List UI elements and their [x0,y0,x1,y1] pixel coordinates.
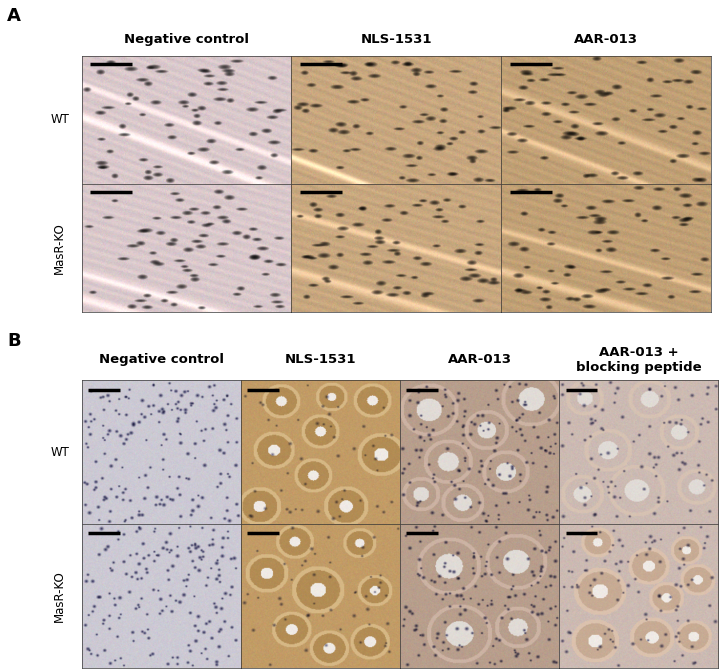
Text: MasR-KO: MasR-KO [53,222,66,274]
Text: A: A [7,7,21,25]
Text: MasR-KO: MasR-KO [53,570,66,622]
Text: WT: WT [51,113,69,126]
Text: Negative control: Negative control [124,33,249,46]
Text: NLS-1531: NLS-1531 [284,353,356,366]
Text: B: B [7,332,21,350]
Text: AAR-013: AAR-013 [448,353,512,366]
Text: AAR-013: AAR-013 [574,33,638,46]
Text: NLS-1531: NLS-1531 [360,33,432,46]
Text: AAR-013 +
blocking peptide: AAR-013 + blocking peptide [576,346,702,374]
Text: Negative control: Negative control [99,353,224,366]
Text: WT: WT [51,446,69,459]
